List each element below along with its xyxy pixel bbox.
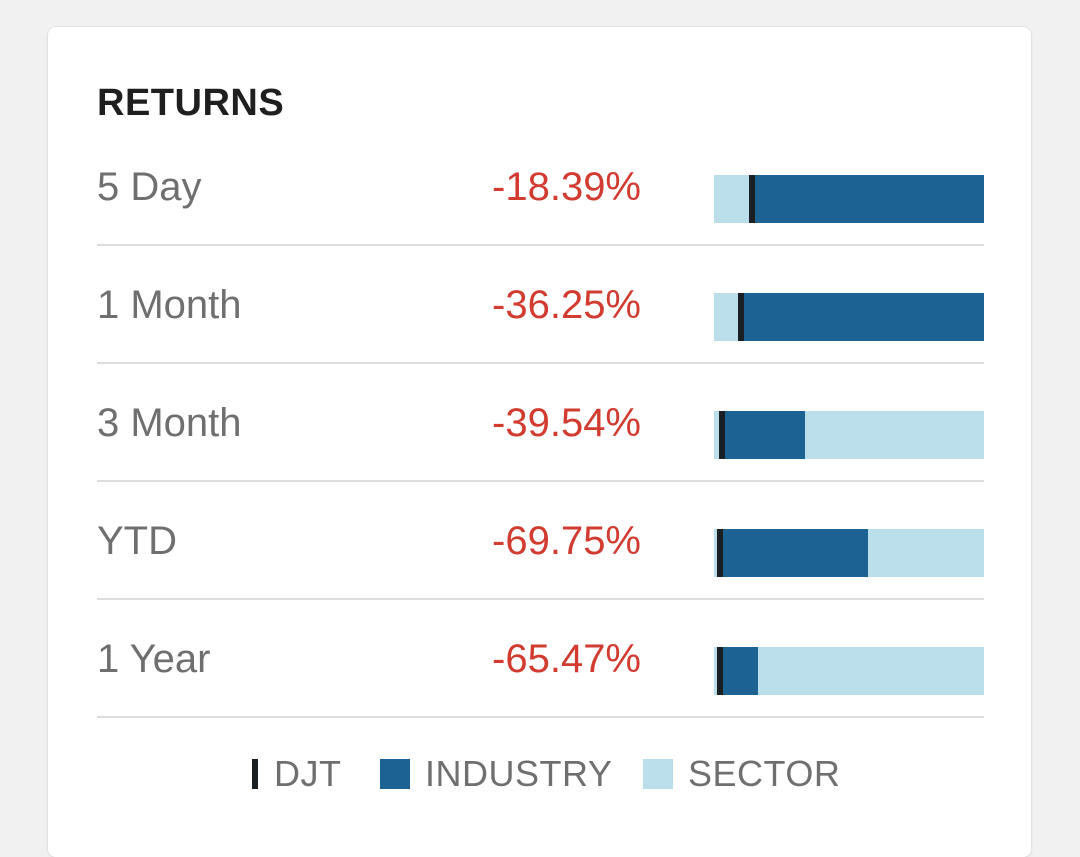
company-marker: [717, 647, 723, 695]
return-value: -69.75%: [492, 519, 641, 563]
industry-segment: [717, 529, 868, 577]
comparison-bar: [714, 293, 984, 341]
industry-segment: [749, 175, 984, 223]
comparison-bar: [714, 529, 984, 577]
legend-sector-label: SECTOR: [688, 753, 841, 794]
return-value: -39.54%: [492, 401, 641, 445]
return-row: 5 Day -18.39%: [97, 128, 984, 246]
comparison-bar: [714, 647, 984, 695]
company-marker: [749, 175, 755, 223]
return-period-label: 1 Month: [97, 283, 242, 327]
company-marker: [719, 411, 725, 459]
legend-company-label: DJT: [274, 753, 342, 794]
row-divider: [97, 598, 984, 600]
company-marker: [738, 293, 744, 341]
return-row: YTD -69.75%: [97, 482, 984, 600]
legend-industry-label: INDUSTRY: [425, 753, 613, 794]
company-marker: [717, 529, 723, 577]
industry-segment: [717, 647, 758, 695]
returns-title: RETURNS: [97, 82, 285, 124]
industry-segment: [738, 293, 984, 341]
row-divider: [97, 480, 984, 482]
industry-segment: [719, 411, 805, 459]
legend: DJT INDUSTRY SECTOR: [0, 748, 1080, 800]
return-row: 1 Month -36.25%: [97, 246, 984, 364]
return-value: -36.25%: [492, 283, 641, 327]
return-period-label: 5 Day: [97, 165, 202, 209]
legend-sector-swatch: [643, 759, 673, 789]
comparison-bar: [714, 411, 984, 459]
legend-company-swatch: [252, 759, 258, 789]
return-period-label: YTD: [97, 519, 177, 563]
row-divider: [97, 362, 984, 364]
return-period-label: 1 Year: [97, 637, 211, 681]
return-period-label: 3 Month: [97, 401, 242, 445]
row-divider: [97, 716, 984, 718]
comparison-bar: [714, 175, 984, 223]
sector-segment: [714, 647, 984, 695]
return-row: 1 Year -65.47%: [97, 600, 984, 718]
return-row: 3 Month -39.54%: [97, 364, 984, 482]
legend-industry-swatch: [380, 759, 410, 789]
return-value: -18.39%: [492, 165, 641, 209]
row-divider: [97, 244, 984, 246]
return-value: -65.47%: [492, 637, 641, 681]
